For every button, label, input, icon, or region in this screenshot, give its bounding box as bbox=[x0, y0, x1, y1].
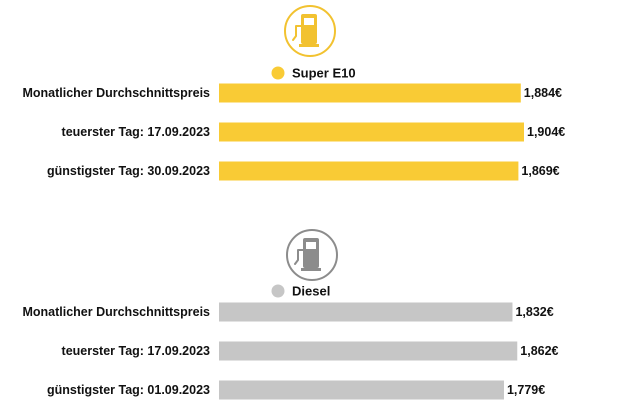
value-label: 1,884€ bbox=[524, 86, 562, 100]
legend-label: Super E10 bbox=[292, 66, 356, 81]
legend: Diesel bbox=[271, 284, 330, 299]
bar bbox=[219, 302, 513, 322]
legend: Super E10 bbox=[271, 66, 356, 81]
category-label: teuerster Tag: 17.09.2023 bbox=[62, 125, 211, 139]
bar bbox=[219, 161, 519, 181]
fuel-pump-icon bbox=[284, 5, 336, 57]
legend-label: Diesel bbox=[292, 284, 330, 299]
legend-swatch bbox=[271, 66, 285, 80]
category-label: Monatlicher Durchschnittspreis bbox=[22, 86, 210, 100]
category-label: günstigster Tag: 30.09.2023 bbox=[47, 164, 210, 178]
legend-swatch bbox=[271, 284, 285, 298]
category-label: teuerster Tag: 17.09.2023 bbox=[62, 344, 211, 358]
bar bbox=[219, 341, 518, 361]
value-label: 1,832€ bbox=[515, 305, 553, 319]
value-label: 1,904€ bbox=[527, 125, 565, 139]
value-label: 1,779€ bbox=[507, 383, 545, 397]
bar bbox=[219, 122, 524, 142]
value-label: 1,869€ bbox=[521, 164, 559, 178]
bar bbox=[219, 380, 504, 400]
chart-panel-1: Super E10 Monatlicher Durchschnittspreis 1… bbox=[22, 5, 565, 181]
fuel-pump-icon bbox=[286, 229, 338, 281]
bar bbox=[219, 83, 521, 103]
category-label: Monatlicher Durchschnittspreis bbox=[22, 305, 210, 319]
category-label: günstigster Tag: 01.09.2023 bbox=[47, 383, 210, 397]
value-label: 1,862€ bbox=[520, 344, 558, 358]
chart-panel-2: Diesel Monatlicher Durchschnittspreis 1,83… bbox=[22, 229, 559, 400]
